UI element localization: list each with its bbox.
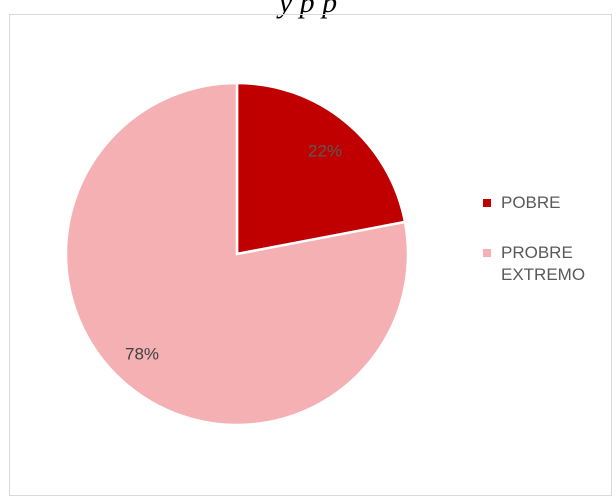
legend-swatch-probre-extremo <box>483 249 491 257</box>
chart-area <box>9 14 612 496</box>
legend-item-pobre: POBRE <box>481 192 611 214</box>
legend-swatch-pobre <box>483 199 491 207</box>
legend-label-pobre: POBRE <box>501 193 561 212</box>
pie-slice-pobre <box>235 81 407 256</box>
chart-legend: POBRE PROBRE EXTREMO <box>481 192 611 286</box>
data-label-probre-extremo: 78% <box>125 344 159 363</box>
legend-item-probre-extremo: PROBRE EXTREMO <box>481 242 611 286</box>
legend-label-probre-extremo: PROBRE EXTREMO <box>501 243 586 284</box>
data-label-pobre: 22% <box>308 141 342 160</box>
pie-slice-probre-extremo <box>64 81 410 427</box>
